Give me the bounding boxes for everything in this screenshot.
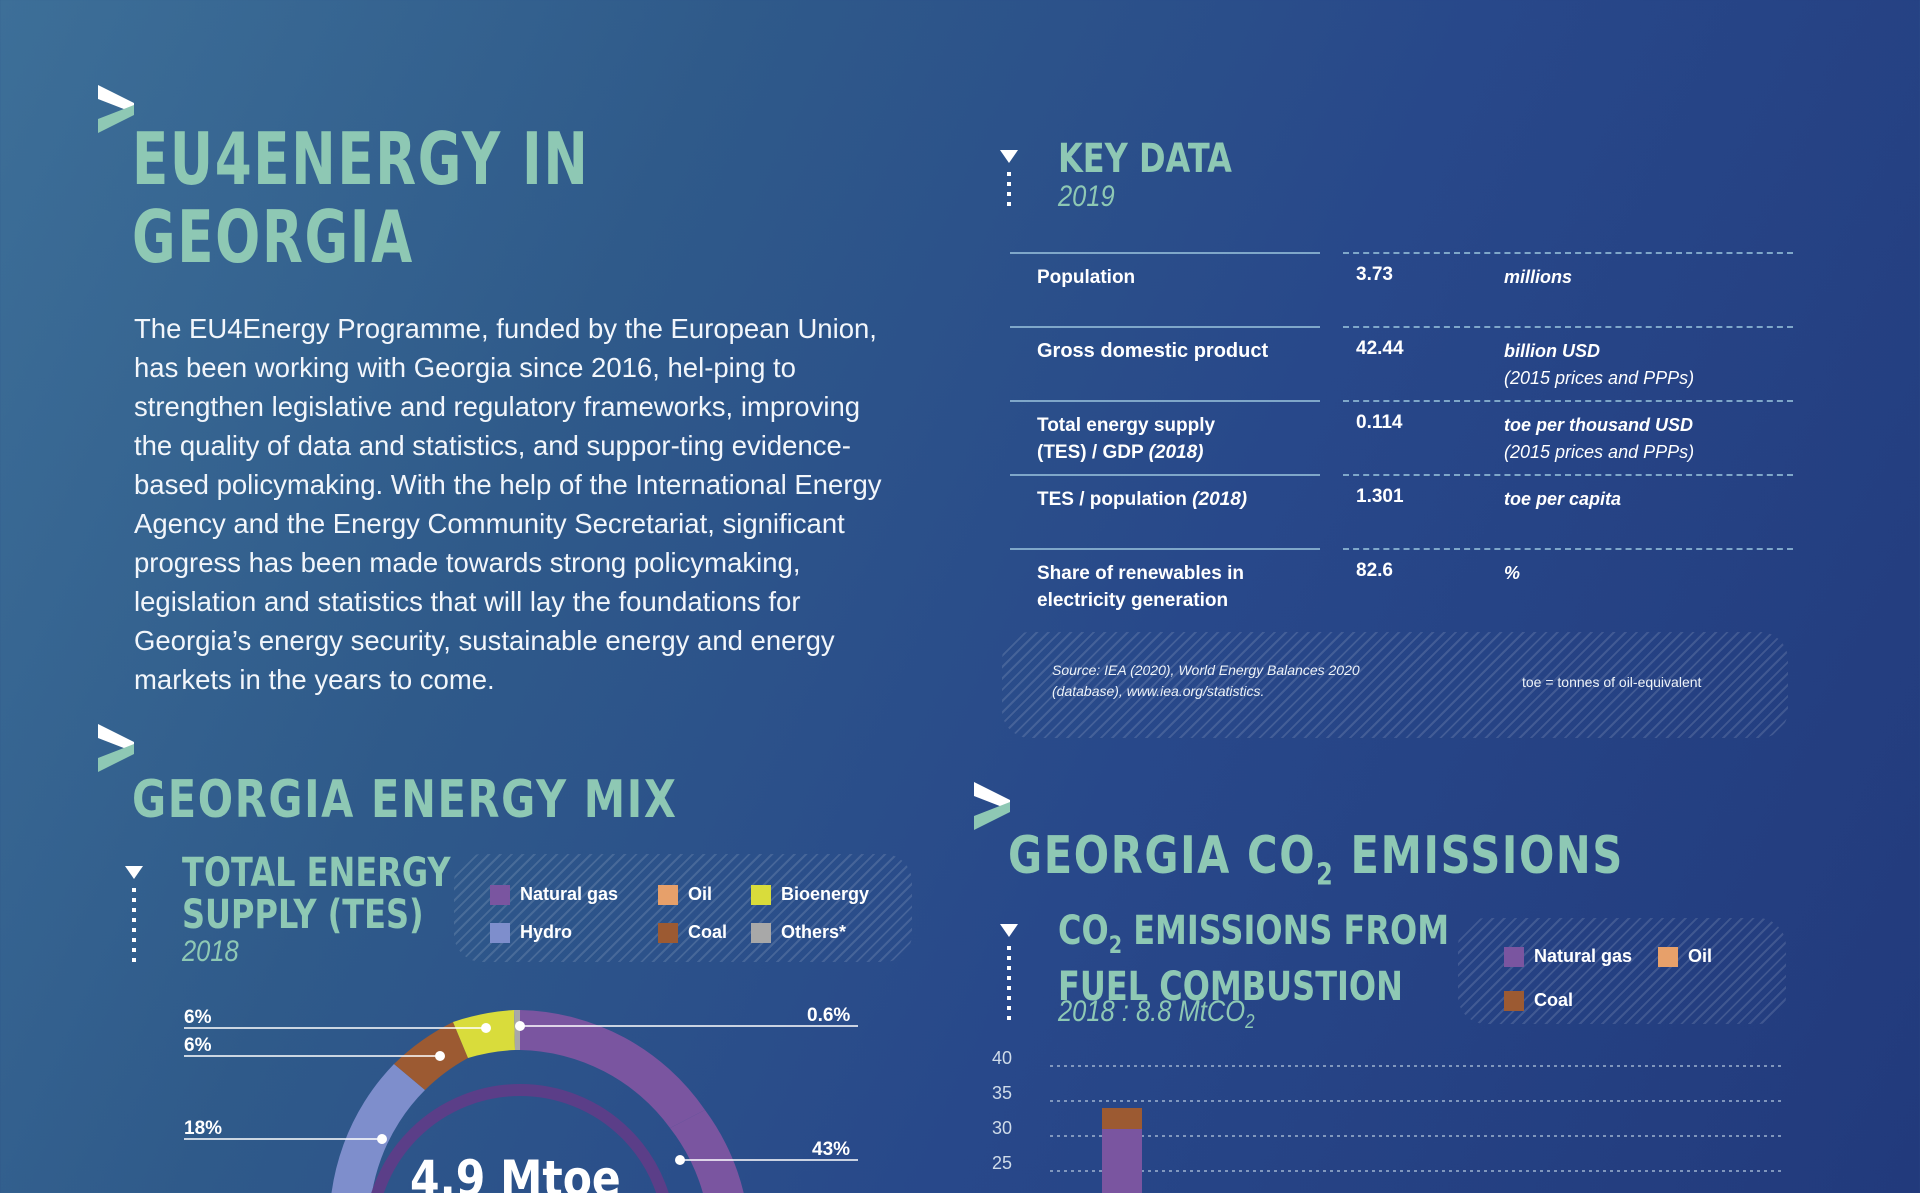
y-tick-label: 35 bbox=[992, 1083, 1013, 1103]
key-data-row: Share of renewables in electricity gener… bbox=[1010, 548, 1793, 622]
row-unit: % bbox=[1504, 563, 1521, 583]
pct-label-bioenergy: 6% bbox=[184, 1007, 212, 1028]
row-value: 3.73 bbox=[1356, 264, 1393, 285]
co2-subtitle: CO2 EMISSIONS FROM FUEL COMBUSTION bbox=[1058, 908, 1450, 1010]
toe-footnote: toe = tonnes of oil-equivalent bbox=[1522, 674, 1702, 690]
row-value: 82.6 bbox=[1356, 560, 1393, 581]
key-data-row: Total energy supply (TES) / GDP (2018) 0… bbox=[1010, 400, 1793, 474]
key-data-title: KEY DATA bbox=[1058, 136, 1232, 182]
co2-title: GEORGIA CO2 EMISSIONS bbox=[1008, 826, 1624, 893]
co2-year: 2018 : 8.8 MtCO2 bbox=[1058, 995, 1255, 1033]
row-unit: billion USD (2015 prices and PPPs) bbox=[1504, 341, 1695, 388]
legend-item: Bioenergy bbox=[751, 884, 869, 905]
source-text: Source: IEA (2020), World Energy Balance… bbox=[1052, 662, 1360, 699]
donut-segment-natural-gas bbox=[670, 1110, 744, 1193]
dotted-line bbox=[132, 888, 136, 966]
row-label: Gross domestic product bbox=[1037, 340, 1269, 362]
dotted-line bbox=[1007, 172, 1011, 208]
donut-inner-ring bbox=[371, 1084, 669, 1193]
legend-item: Natural gas bbox=[1504, 946, 1632, 967]
tes-title: TOTAL ENERGY SUPPLY (TES) bbox=[182, 850, 451, 938]
legend-item: Hydro bbox=[490, 922, 572, 943]
row-label: Population bbox=[1037, 267, 1136, 288]
energy-mix-title: GEORGIA ENERGY MIX bbox=[132, 770, 678, 830]
co2-bar-chart bbox=[1050, 1065, 1785, 1193]
legend-item: Coal bbox=[658, 922, 727, 943]
co2-legend: Natural gas Oil Coal bbox=[1458, 918, 1786, 1024]
chevron-marker-icon bbox=[98, 85, 134, 133]
pct-label-natural-gas: 43% bbox=[812, 1139, 851, 1160]
legend-item: Natural gas bbox=[490, 884, 618, 905]
key-data-row: TES / population (2018) 1.301 toe per ca… bbox=[1010, 474, 1793, 548]
legend-item: Others* bbox=[751, 922, 846, 943]
row-label: Total energy supply (TES) / GDP (2018) bbox=[1037, 415, 1216, 463]
row-label: Share of renewables in electricity gener… bbox=[1037, 563, 1244, 611]
y-tick-label: 25 bbox=[992, 1153, 1013, 1173]
row-value: 42.44 bbox=[1356, 338, 1404, 359]
donut-segment-bioenergy bbox=[453, 1010, 515, 1058]
bar-natural-gas bbox=[1102, 1129, 1142, 1193]
row-unit: toe per capita bbox=[1504, 489, 1622, 509]
donut-segment-hydro bbox=[331, 1064, 425, 1193]
source-box: Source: IEA (2020), World Energy Balance… bbox=[1002, 632, 1788, 738]
intro-paragraph: The EU4Energy Programme, funded by the E… bbox=[134, 313, 882, 695]
page-title: EU4ENERGY IN GEORGIA bbox=[132, 117, 590, 279]
tes-legend: Natural gas Oil Bioenergy Hydro Coal Oth… bbox=[454, 854, 912, 962]
pct-label-coal: 6% bbox=[184, 1035, 212, 1056]
tes-donut-chart bbox=[184, 1009, 858, 1193]
row-unit: millions bbox=[1504, 267, 1573, 287]
row-label: TES / population (2018) bbox=[1037, 489, 1248, 510]
legend-item: Coal bbox=[1504, 990, 1573, 1011]
row-value: 1.301 bbox=[1356, 486, 1404, 507]
bar-coal bbox=[1102, 1108, 1142, 1129]
pct-label-hydro: 18% bbox=[184, 1118, 223, 1139]
chevron-marker-icon bbox=[98, 724, 134, 772]
dotted-line bbox=[1007, 946, 1011, 1024]
legend-item: Oil bbox=[1658, 946, 1712, 967]
donut-segment-natural-gas bbox=[520, 1010, 705, 1128]
donut-center-total: 4.9 Mtoe bbox=[410, 1150, 621, 1193]
row-unit: toe per thousand USD (2015 prices and PPP… bbox=[1504, 415, 1695, 462]
key-data-row: Population 3.73 millions bbox=[1010, 252, 1793, 326]
pct-label-others: 0.6% bbox=[807, 1005, 851, 1026]
section-marker-icon bbox=[125, 866, 143, 879]
key-data-year: 2019 bbox=[1058, 180, 1115, 213]
chevron-marker-icon bbox=[974, 782, 1010, 830]
legend-item: Oil bbox=[658, 884, 712, 905]
y-tick-label: 30 bbox=[992, 1118, 1013, 1138]
section-marker-icon bbox=[1000, 150, 1018, 163]
section-marker-icon bbox=[1000, 924, 1018, 937]
tes-year: 2018 bbox=[182, 935, 239, 968]
row-value: 0.114 bbox=[1356, 412, 1403, 433]
y-tick-label: 40 bbox=[992, 1048, 1013, 1068]
key-data-row: Gross domestic product 42.44 billion USD… bbox=[1010, 326, 1793, 400]
